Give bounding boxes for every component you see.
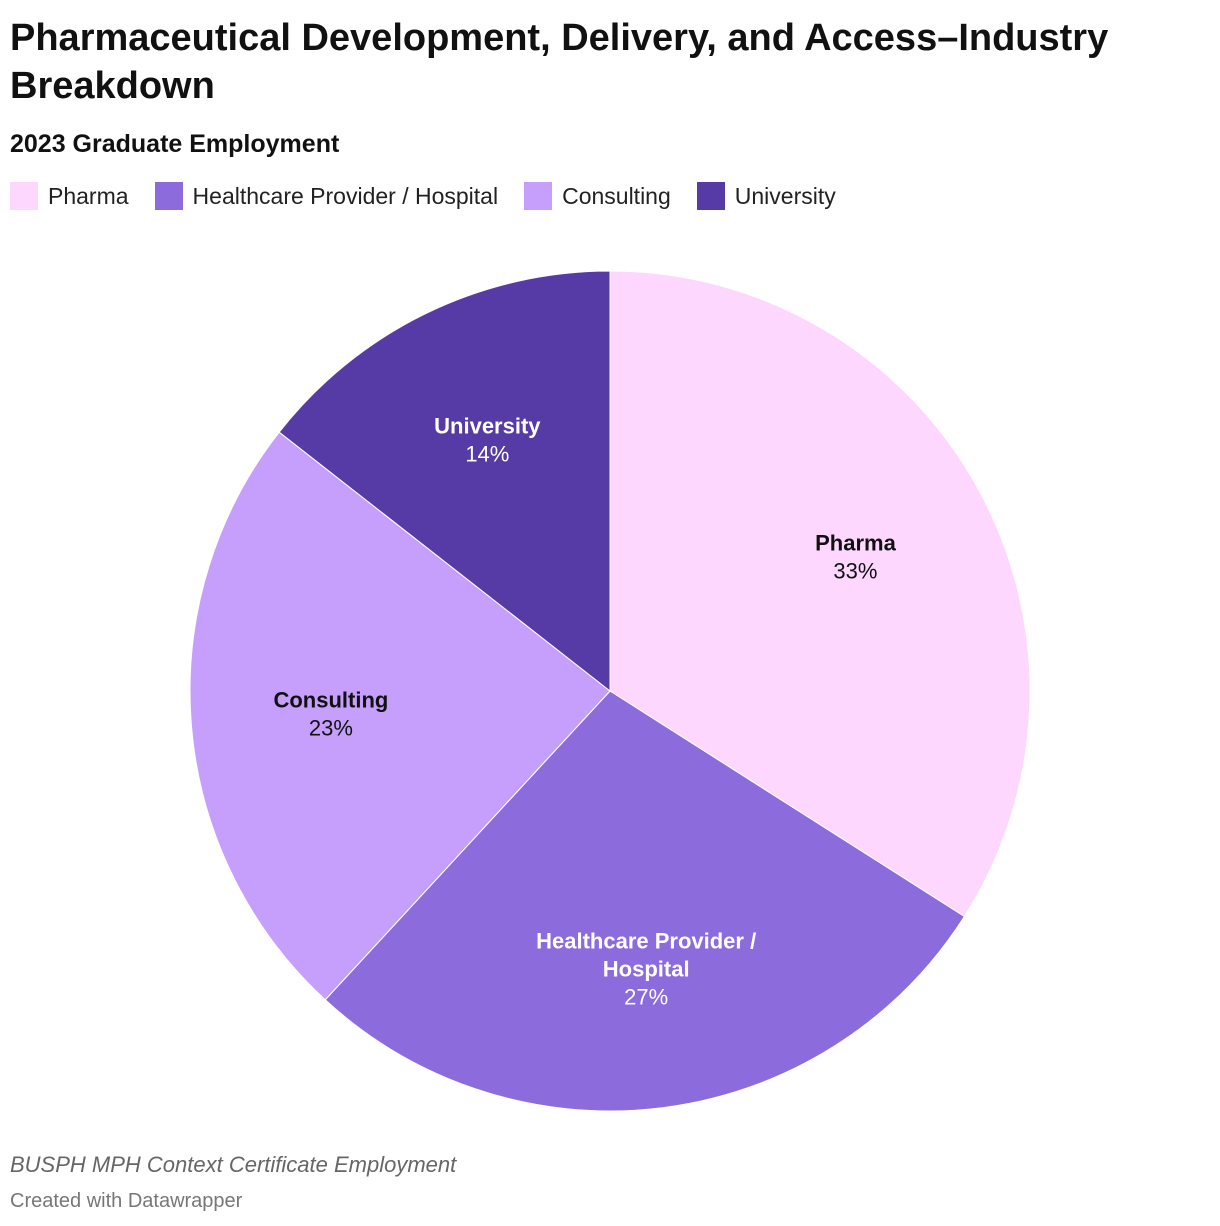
legend-label: Consulting (562, 182, 671, 209)
legend-item-3: University (696, 182, 836, 210)
slice-label: Pharma (815, 530, 896, 555)
slice-label: Consulting (273, 688, 388, 713)
legend-swatch (10, 182, 38, 210)
legend-item-2: Consulting (524, 182, 671, 210)
slice-value-label: 33% (833, 558, 877, 583)
slice-value-label: 14% (465, 441, 509, 466)
legend-item-0: Pharma (10, 182, 129, 210)
chart-title: Pharmaceutical Development, Delivery, an… (10, 17, 1109, 107)
slice-label-group: Healthcare Provider / Hospital 27% (536, 929, 756, 1010)
pie-slice-healthcare-provider-hospital (324, 690, 966, 1112)
source-note: BUSPH MPH Context Certificate Employment (10, 1152, 457, 1177)
legend: Pharma Healthcare Provider / Hospital Cons… (10, 182, 862, 210)
slice-value-label: 23% (309, 716, 353, 741)
pie-slice-university (278, 270, 611, 693)
slice-label-group: Consulting 23% (273, 688, 388, 741)
slice-label: Healthcare Provider / (536, 929, 756, 954)
slice-label-group: University 14% (434, 413, 541, 466)
legend-label: Pharma (48, 182, 129, 209)
legend-label: University (734, 182, 836, 209)
legend-swatch (696, 182, 725, 210)
slice-label-group: Pharma 33% (815, 530, 896, 583)
legend-item-1: Healthcare Provider / Hospital (154, 182, 499, 210)
credit-line: Created with Datawrapper (10, 1190, 243, 1212)
legend-label: Healthcare Provider / Hospital (192, 182, 499, 209)
legend-swatch (154, 182, 183, 210)
legend-swatch (524, 182, 553, 210)
pie-slice-pharma (609, 270, 1031, 918)
chart-subtitle: 2023 Graduate Employment (10, 130, 340, 158)
slice-label: Hospital (603, 957, 690, 982)
pie-slice-consulting (189, 431, 611, 1001)
slice-label: University (434, 413, 541, 438)
slice-value-label: 27% (624, 985, 668, 1010)
